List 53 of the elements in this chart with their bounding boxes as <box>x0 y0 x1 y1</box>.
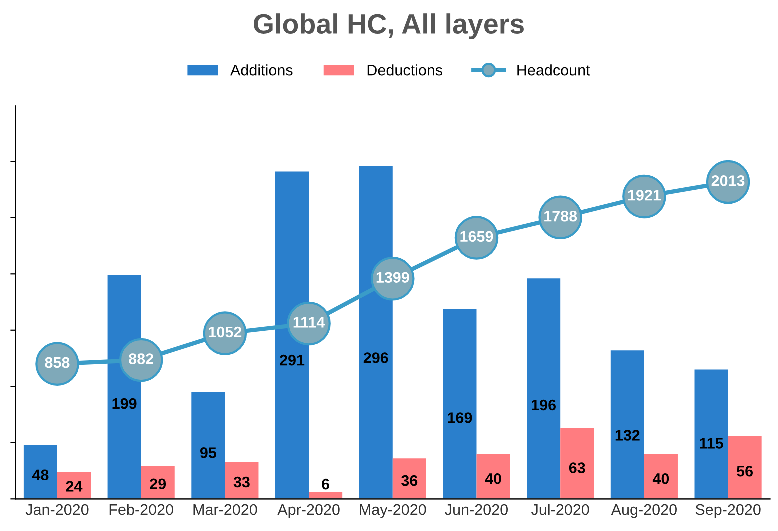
data-label: 1114 <box>294 317 326 328</box>
data-label: 40 <box>652 474 670 484</box>
x-tick-label: Sep-2020 <box>696 504 761 518</box>
data-label: 56 <box>737 466 754 477</box>
data-label: 95 <box>200 448 216 458</box>
x-tick-label: Feb-2020 <box>110 504 174 516</box>
x-tick-label: Jan-2020 <box>26 504 89 516</box>
data-label: 24 <box>66 481 83 492</box>
data-label: 1659 <box>460 231 494 242</box>
data-label: 132 <box>616 430 640 441</box>
data-label: 291 <box>280 354 305 366</box>
data-label: 1788 <box>544 210 578 222</box>
bar <box>443 309 477 500</box>
data-label: 1921 <box>628 190 662 201</box>
legend-label: Headcount <box>518 64 590 76</box>
x-tick-label: Apr-2020 <box>278 504 340 518</box>
x-tick-label: May-2020 <box>360 504 426 518</box>
bar <box>225 462 259 500</box>
data-label: 858 <box>45 357 70 368</box>
legend-label: Additions <box>230 64 293 76</box>
bar <box>644 454 678 500</box>
bar <box>527 278 561 500</box>
data-label: 296 <box>364 352 388 364</box>
data-label: 196 <box>532 400 556 411</box>
data-label: 63 <box>569 462 586 474</box>
data-label: 48 <box>32 470 49 481</box>
bar <box>24 445 58 500</box>
bar <box>192 392 226 500</box>
bar <box>728 436 762 500</box>
data-label: 40 <box>485 474 502 484</box>
bar <box>560 428 594 500</box>
legend-label: Deductions <box>368 64 443 76</box>
data-label: 36 <box>402 475 418 486</box>
x-tick-label: Mar-2020 <box>194 504 258 516</box>
bar <box>694 370 728 500</box>
bar <box>141 466 175 500</box>
bar <box>392 458 426 500</box>
data-label: 6 <box>322 478 330 490</box>
data-label: 199 <box>112 398 137 410</box>
x-tick-label: Jul-2020 <box>532 504 590 516</box>
data-label: 169 <box>448 412 472 424</box>
chart-title: Global HC, All layers <box>254 14 524 40</box>
x-tick-label: Jun-2020 <box>445 504 508 516</box>
data-label: 29 <box>150 478 166 490</box>
x-tick-label: Aug-2020 <box>611 504 677 518</box>
data-label: 33 <box>234 476 250 488</box>
data-label: 115 <box>700 438 724 449</box>
data-label: 1399 <box>376 272 410 284</box>
data-label: 1052 <box>209 326 242 338</box>
data-label: 882 <box>129 354 154 364</box>
bar <box>476 454 510 500</box>
bar <box>610 350 644 500</box>
data-label: 2013 <box>712 176 745 186</box>
